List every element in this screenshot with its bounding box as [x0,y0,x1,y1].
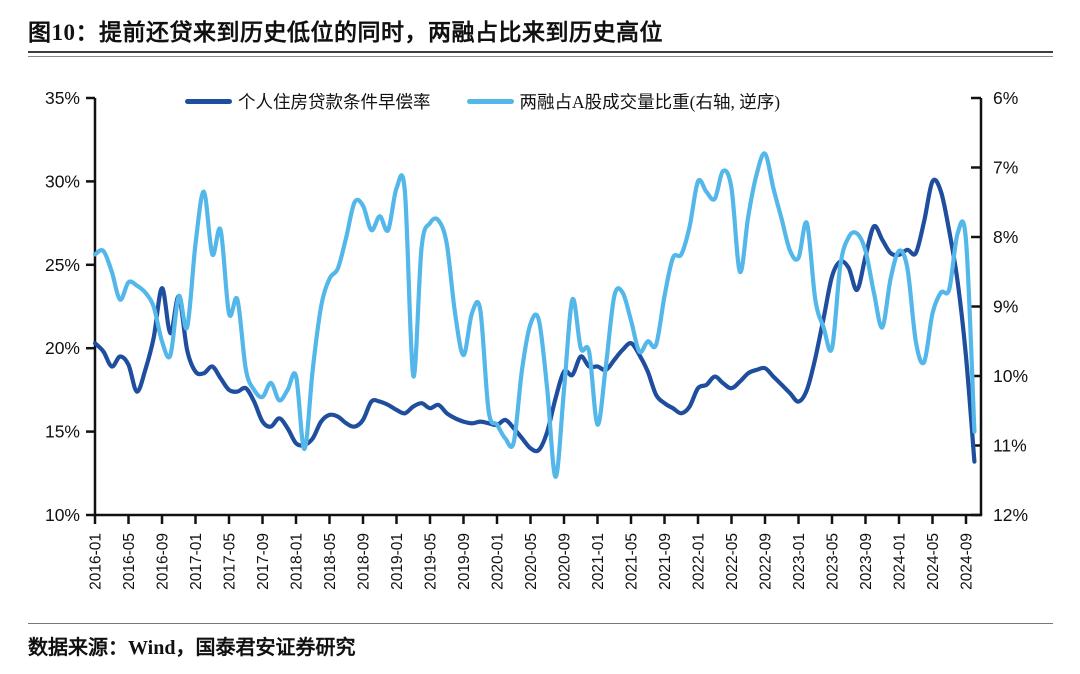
x-axis-label: 2024-05 [925,533,942,590]
x-axis-label: 2016-01 [88,533,105,590]
left-axis-label: 15% [45,422,80,442]
series-line-prepayment-rate [92,177,977,464]
left-axis-label: 20% [45,338,80,358]
right-axis-label: 9% [993,297,1018,317]
left-axis-label: 25% [45,255,80,275]
legend-swatch-prepayment [185,98,232,104]
x-axis-label: 2023-05 [825,533,842,590]
x-axis-label: 2024-01 [892,533,909,590]
x-axis-label: 2020-05 [523,533,540,590]
x-axis-label: 2018-05 [322,533,339,590]
x-axis-label: 2019-05 [423,533,440,590]
series-line-margin-share [92,151,977,479]
right-axis-label: 6% [993,88,1018,108]
x-axis-label: 2017-01 [188,533,205,590]
x-axis-label: 2017-05 [222,533,239,590]
x-axis-label: 2020-09 [557,533,574,590]
right-axis-label: 12% [993,505,1028,525]
x-axis-label: 2019-01 [389,533,406,590]
legend-swatch-margin [466,98,514,104]
figure-title: 图10：提前还贷来到历史低位的同时，两融占比来到历史高位 [28,20,663,45]
left-axis-label: 30% [45,171,80,191]
x-axis-label: 2022-05 [724,533,741,590]
x-axis-label: 2023-01 [791,533,808,590]
x-axis-label: 2016-05 [121,533,138,590]
chart-legend: 个人住房贷款条件早偿率 两融占A股成交量比重(右轴, 逆序) [185,89,780,113]
x-axis-label: 2021-09 [657,533,674,590]
x-axis-label: 2017-09 [255,533,272,590]
left-axis-label: 10% [45,505,80,525]
legend-label-prepayment: 个人住房贷款条件早偿率 [238,91,431,112]
left-axis-label: 35% [45,88,80,108]
x-axis-label: 2022-01 [691,533,708,590]
x-axis-label: 2016-09 [155,533,172,590]
x-axis-label: 2022-09 [758,533,775,590]
x-axis-label: 2018-01 [289,533,306,590]
footer-divider [28,623,1053,624]
x-axis-label: 2021-01 [590,533,607,590]
right-axis-label: 8% [993,227,1018,247]
title-divider [28,51,1053,57]
x-axis-label: 2019-09 [456,533,473,590]
data-source: 数据来源：Wind，国泰君安证券研究 [28,637,356,659]
x-axis-label: 2023-09 [858,533,875,590]
right-axis-label: 10% [993,366,1028,386]
x-axis-label: 2021-05 [624,533,641,590]
legend-label-margin: 两融占A股成交量比重(右轴, 逆序) [519,91,781,112]
x-axis-label: 2024-09 [959,533,976,590]
right-axis-label: 11% [993,436,1027,456]
x-axis-label: 2020-01 [490,533,507,590]
x-axis-label: 2018-09 [356,533,373,590]
right-axis-label: 7% [993,158,1018,178]
